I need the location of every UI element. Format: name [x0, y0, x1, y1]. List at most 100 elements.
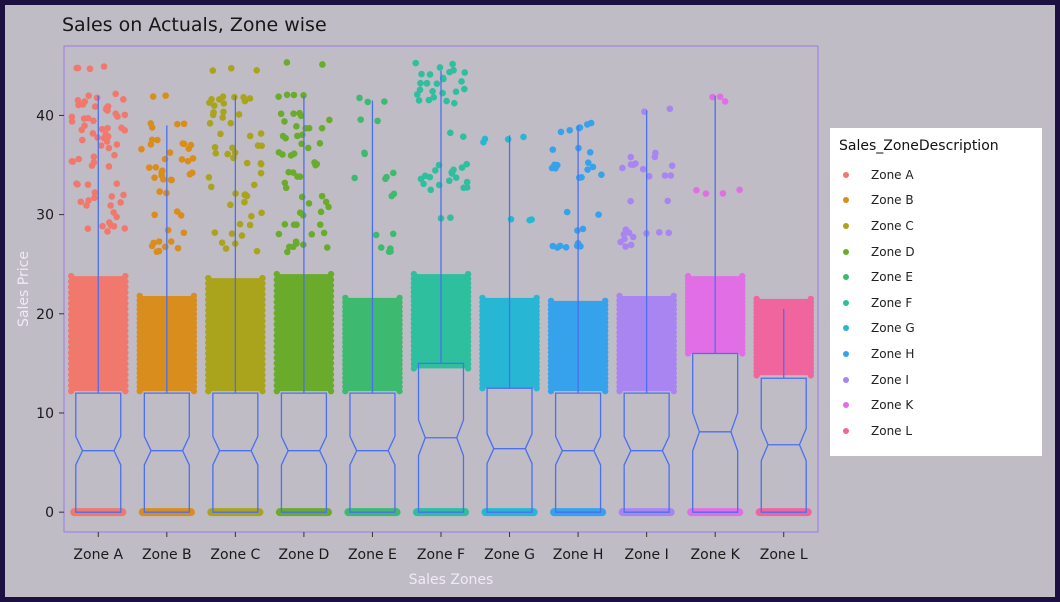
point-edge — [342, 308, 349, 315]
data-point — [664, 197, 672, 205]
point-edge — [136, 356, 143, 363]
data-point — [436, 64, 444, 71]
point-edge — [259, 301, 266, 309]
point-edge — [190, 347, 198, 354]
data-point — [361, 150, 368, 158]
point-edge — [136, 374, 143, 381]
point-edge — [259, 312, 266, 319]
point-edge — [464, 338, 472, 345]
data-point — [220, 100, 228, 107]
data-point — [219, 114, 227, 121]
legend-label: Zone C — [871, 218, 914, 233]
data-point — [281, 220, 289, 228]
point-edge — [273, 376, 281, 384]
data-point — [68, 158, 76, 165]
data-point — [390, 169, 397, 177]
data-point — [566, 126, 574, 134]
point-edge — [190, 315, 198, 322]
data-point — [520, 133, 527, 141]
point-edge — [190, 383, 198, 390]
data-point — [374, 117, 381, 125]
data-point — [257, 160, 265, 168]
point-edge — [136, 297, 143, 304]
data-point — [627, 153, 635, 161]
point-edge — [616, 329, 623, 336]
x-tick-label: Zone D — [278, 547, 329, 563]
point-edge — [410, 293, 418, 300]
point-edge — [410, 360, 418, 368]
legend-dot — [843, 427, 849, 434]
box — [280, 392, 328, 513]
data-point — [620, 231, 628, 238]
point-edge — [342, 330, 349, 337]
data-point — [439, 89, 446, 97]
data-point — [100, 63, 108, 70]
point-edge — [122, 316, 129, 324]
y-tick-label: 30 — [36, 208, 54, 224]
point-edge — [342, 334, 349, 342]
point-edge — [342, 356, 349, 364]
point-edge — [190, 306, 198, 313]
point-edge — [205, 382, 212, 389]
data-point — [211, 229, 219, 236]
point-edge — [190, 342, 198, 350]
data-point — [320, 229, 328, 237]
point-edge — [67, 382, 75, 389]
point-edge — [190, 310, 198, 318]
data-point — [243, 159, 251, 167]
data-point — [206, 99, 213, 107]
legend-item: Zone E — [839, 264, 1042, 290]
point-edge — [327, 282, 335, 289]
point-edge — [616, 301, 623, 309]
legend-label: Zone A — [871, 167, 914, 182]
point-edge — [205, 366, 212, 373]
data-point — [84, 181, 92, 188]
data-point — [90, 159, 98, 166]
data-point — [187, 141, 195, 149]
data-point — [652, 149, 659, 157]
point-edge — [327, 304, 335, 311]
point-edge — [464, 288, 472, 296]
data-point — [426, 71, 434, 78]
data-point — [257, 130, 265, 137]
data-point — [279, 132, 287, 140]
point-edge — [136, 333, 143, 340]
data-point — [240, 93, 247, 101]
point-edge — [122, 283, 129, 291]
point-edge — [670, 338, 677, 345]
point-edge — [205, 312, 212, 319]
data-point — [81, 98, 88, 105]
point-edge — [396, 308, 403, 315]
point-edge — [190, 301, 198, 309]
data-point — [166, 149, 174, 156]
data-point — [68, 113, 76, 121]
point-edge — [67, 300, 75, 307]
point-edge — [410, 338, 418, 345]
data-point — [231, 93, 238, 101]
point-edge — [67, 327, 75, 335]
point-edge — [136, 365, 143, 372]
x-tick-label: Zone L — [760, 547, 808, 563]
box — [760, 377, 807, 513]
x-tick-label: Zone G — [484, 547, 535, 563]
legend-item: Zone F — [839, 290, 1042, 316]
data-point — [155, 238, 163, 245]
legend-item: Zone L — [839, 418, 1042, 444]
point-edge — [259, 285, 266, 293]
data-point — [418, 70, 425, 78]
data-point — [97, 142, 105, 149]
point-edge — [259, 377, 266, 384]
point-edge — [122, 338, 129, 346]
point-edge — [342, 325, 349, 333]
data-point — [258, 209, 265, 217]
point-edge — [136, 324, 143, 331]
point-edge — [67, 322, 75, 329]
point-edge — [190, 369, 198, 377]
point-edge — [205, 355, 212, 363]
point-edge — [205, 301, 212, 309]
point-edge — [273, 371, 281, 378]
data-point — [120, 191, 127, 199]
legend-item: Zone A — [839, 162, 1042, 188]
data-point — [364, 98, 372, 106]
point-edge — [410, 311, 418, 318]
